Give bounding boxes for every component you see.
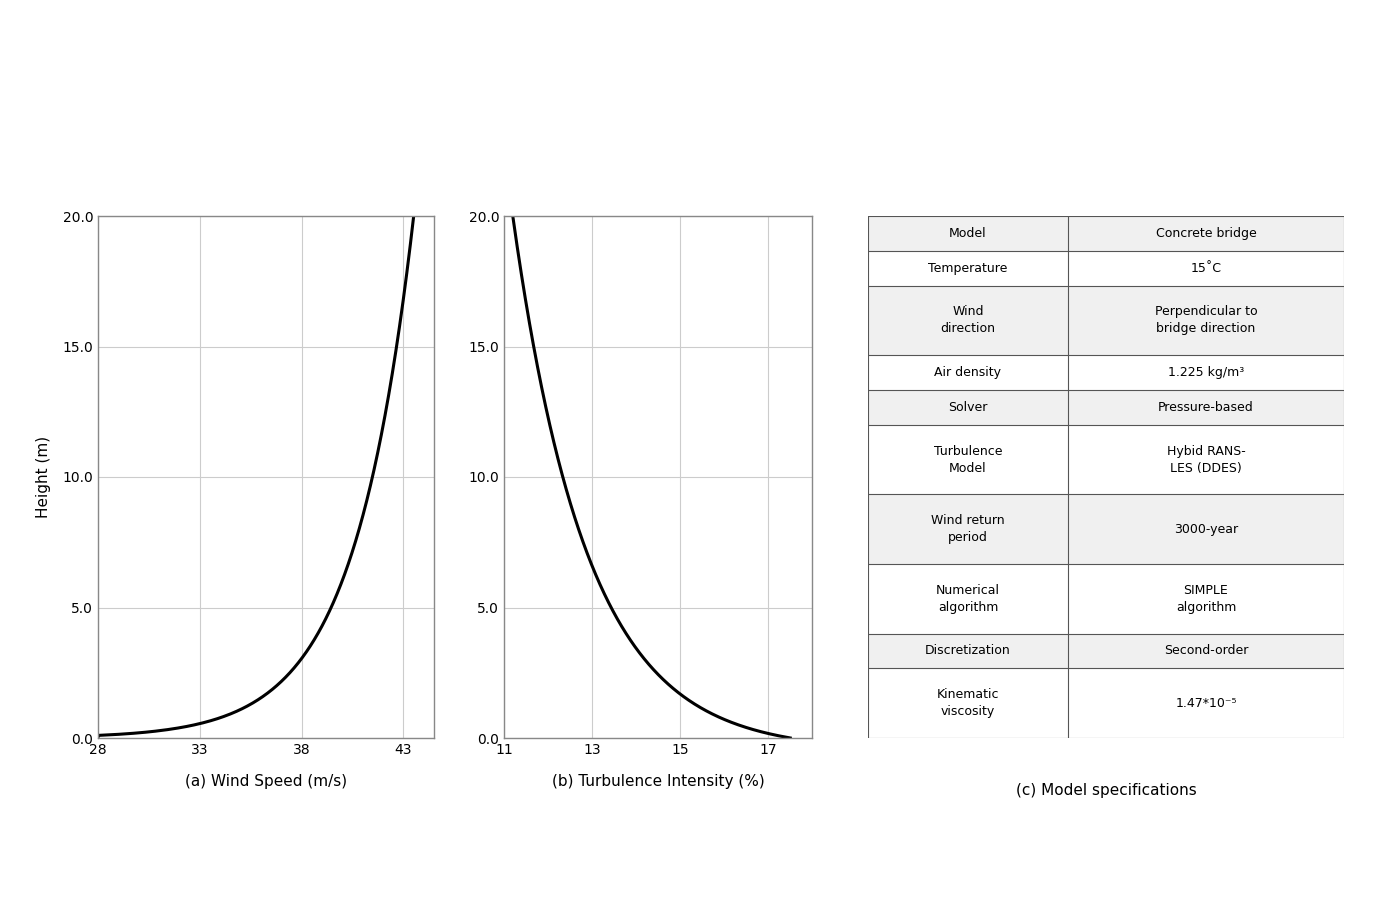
Text: Pressure-based: Pressure-based — [1158, 400, 1254, 414]
Text: 15˚C: 15˚C — [1190, 262, 1221, 274]
Text: Wind
direction: Wind direction — [941, 305, 995, 336]
Text: Temperature: Temperature — [928, 262, 1008, 274]
Bar — [1068, 285, 1344, 356]
Bar — [868, 390, 1068, 425]
Text: Perpendicular to
bridge direction: Perpendicular to bridge direction — [1155, 305, 1257, 336]
Text: 1.225 kg/m³: 1.225 kg/m³ — [1168, 366, 1245, 379]
Bar — [868, 669, 1068, 738]
Text: Hybid RANS-
LES (DDES): Hybid RANS- LES (DDES) — [1166, 445, 1246, 474]
Text: 3000-year: 3000-year — [1173, 523, 1238, 536]
Bar — [1068, 669, 1344, 738]
Y-axis label: Height (m): Height (m) — [36, 436, 52, 518]
Text: Kinematic
viscosity: Kinematic viscosity — [937, 688, 1000, 718]
Bar — [1068, 390, 1344, 425]
Bar — [868, 285, 1068, 356]
Bar — [868, 425, 1068, 494]
Text: Turbulence
Model: Turbulence Model — [934, 445, 1002, 474]
X-axis label: (b) Turbulence Intensity (%): (b) Turbulence Intensity (%) — [552, 773, 764, 788]
Bar — [1068, 564, 1344, 634]
Bar — [868, 216, 1068, 251]
Text: Model: Model — [949, 227, 987, 240]
Text: Discretization: Discretization — [925, 644, 1011, 658]
Bar — [1068, 251, 1344, 285]
Text: 1.47*10⁻⁵: 1.47*10⁻⁵ — [1175, 697, 1236, 710]
Bar — [1068, 356, 1344, 390]
Bar — [868, 494, 1068, 564]
Bar — [1068, 425, 1344, 494]
Text: SIMPLE
algorithm: SIMPLE algorithm — [1176, 584, 1236, 614]
Bar — [1068, 494, 1344, 564]
Text: Concrete bridge: Concrete bridge — [1155, 227, 1256, 240]
Bar — [868, 634, 1068, 669]
Bar — [1068, 216, 1344, 251]
Text: Wind return
period: Wind return period — [931, 514, 1005, 544]
X-axis label: (a) Wind Speed (m/s): (a) Wind Speed (m/s) — [185, 773, 347, 788]
Text: Numerical
algorithm: Numerical algorithm — [937, 584, 1000, 614]
Text: Air density: Air density — [934, 366, 1001, 379]
Bar — [1068, 634, 1344, 669]
Text: Second-order: Second-order — [1163, 644, 1249, 658]
Bar — [868, 564, 1068, 634]
Text: Solver: Solver — [948, 400, 987, 414]
Text: (c) Model specifications: (c) Model specifications — [1015, 783, 1197, 798]
Bar — [868, 251, 1068, 285]
Bar — [868, 356, 1068, 390]
